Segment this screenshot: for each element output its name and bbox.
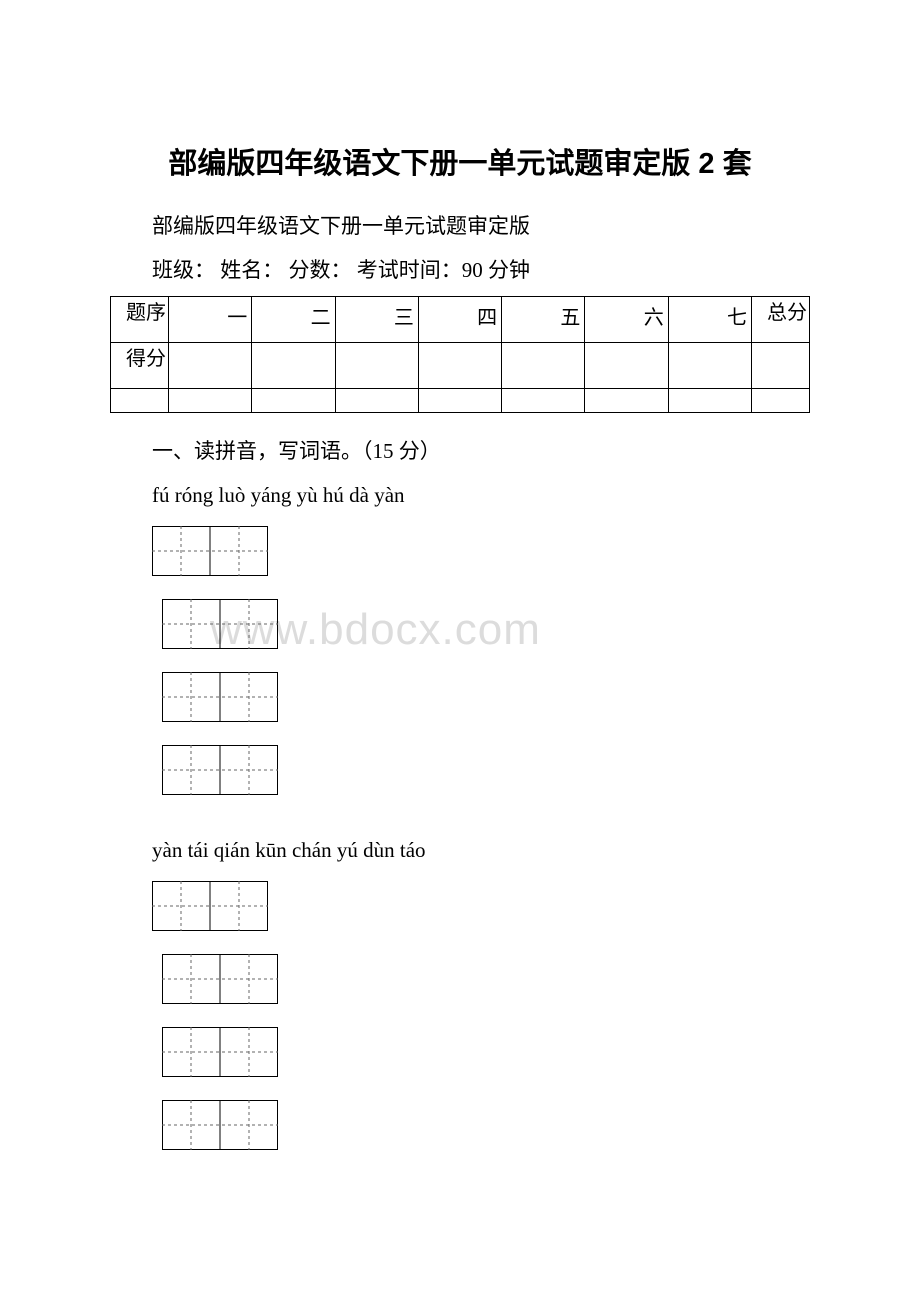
score-cell <box>252 343 335 389</box>
score-cell <box>502 343 585 389</box>
score-cell <box>752 343 810 389</box>
empty-cell <box>752 389 810 413</box>
section-heading: 一、读拼音，写词语。（15 分） <box>110 435 810 465</box>
char-box-row <box>162 672 810 727</box>
subtitle: 部编版四年级语文下册一单元试题审定版 <box>110 210 810 240</box>
writing-box <box>152 881 268 936</box>
empty-cell <box>252 389 335 413</box>
char-box-group-1 <box>152 526 810 800</box>
pinyin-line: yàn tái qián kūn chán yú dùn táo <box>110 838 810 863</box>
table-row: 题序 一 二 三 四 五 六 七 总分 <box>111 297 810 343</box>
col-header: 一 <box>169 297 252 343</box>
col-header: 六 <box>585 297 668 343</box>
score-table: 题序 一 二 三 四 五 六 七 总分 得分 <box>110 296 810 413</box>
writing-box <box>162 599 278 654</box>
empty-cell <box>169 389 252 413</box>
score-cell <box>169 343 252 389</box>
page-title: 部编版四年级语文下册一单元试题审定版 2 套 <box>110 140 810 182</box>
header-label: 题序 <box>111 297 169 343</box>
col-header: 二 <box>252 297 335 343</box>
col-header: 四 <box>418 297 501 343</box>
score-cell <box>418 343 501 389</box>
char-box-row <box>152 881 810 936</box>
writing-box <box>162 1027 278 1082</box>
score-cell <box>668 343 751 389</box>
empty-cell <box>585 389 668 413</box>
char-box-row <box>162 954 810 1009</box>
writing-box <box>162 954 278 1009</box>
col-header: 五 <box>502 297 585 343</box>
table-row <box>111 389 810 413</box>
row-label: 得分 <box>111 343 169 389</box>
writing-box <box>152 526 268 581</box>
writing-box <box>162 672 278 727</box>
total-label: 总分 <box>752 297 810 343</box>
score-cell <box>335 343 418 389</box>
char-box-row <box>162 745 810 800</box>
char-box-row <box>162 1027 810 1082</box>
col-header: 三 <box>335 297 418 343</box>
writing-box <box>162 745 278 800</box>
col-header: 七 <box>668 297 751 343</box>
empty-cell <box>502 389 585 413</box>
empty-cell <box>418 389 501 413</box>
score-cell <box>585 343 668 389</box>
page-content: 部编版四年级语文下册一单元试题审定版 2 套 部编版四年级语文下册一单元试题审定… <box>110 140 810 1155</box>
pinyin-line: fú róng luò yáng yù hú dà yàn <box>110 483 810 508</box>
table-row: 得分 <box>111 343 810 389</box>
writing-box <box>162 1100 278 1155</box>
char-box-row <box>152 526 810 581</box>
char-box-group-2 <box>152 881 810 1155</box>
char-box-row <box>162 1100 810 1155</box>
empty-cell <box>111 389 169 413</box>
char-box-row <box>162 599 810 654</box>
info-line: 班级： 姓名： 分数： 考试时间：90 分钟 <box>110 254 810 284</box>
empty-cell <box>668 389 751 413</box>
empty-cell <box>335 389 418 413</box>
